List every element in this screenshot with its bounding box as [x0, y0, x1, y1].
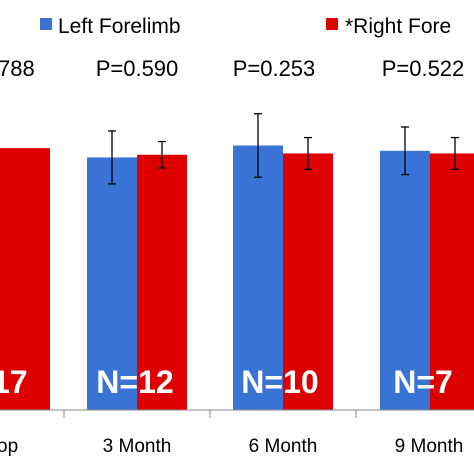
bar-left-9-month — [380, 150, 430, 411]
legend-swatch-right-forelimb — [326, 18, 338, 30]
bar-right-3-month — [137, 154, 187, 410]
bar-left-6-month — [233, 145, 283, 410]
plot-area: 17 N=12 N=10 N=7 788 P=0.590 P=0.253 P=0.522 op 3… — [0, 56, 474, 457]
x-tick-label-1: 3 Month — [103, 436, 172, 457]
legend-label-right-forelimb: *Right Fore — [345, 15, 451, 38]
bar-left-3-month — [87, 157, 137, 410]
legend-swatch-left-forelimb — [40, 18, 52, 30]
x-tick-label-2: 6 Month — [249, 436, 318, 457]
p-value-label-1: P=0.590 — [96, 56, 179, 81]
bar-right-9-month — [430, 153, 474, 410]
bar-right-6-month — [283, 153, 333, 410]
x-tick-label-0: op — [0, 436, 18, 457]
p-value-label-0: 788 — [0, 56, 35, 81]
legend-label-left-forelimb: Left Forelimb — [58, 15, 181, 38]
n-label-1: N=12 — [96, 364, 173, 400]
x-tick-label-3: 9 Month — [395, 436, 464, 457]
n-label-0: 17 — [0, 364, 28, 400]
legend: Left Forelimb *Right Fore — [40, 15, 451, 38]
p-value-label-2: P=0.253 — [233, 56, 316, 81]
p-value-label-3: P=0.522 — [382, 56, 465, 81]
bar-right-op — [0, 148, 50, 410]
n-label-2: N=10 — [241, 364, 318, 400]
n-label-3: N=7 — [393, 364, 453, 400]
